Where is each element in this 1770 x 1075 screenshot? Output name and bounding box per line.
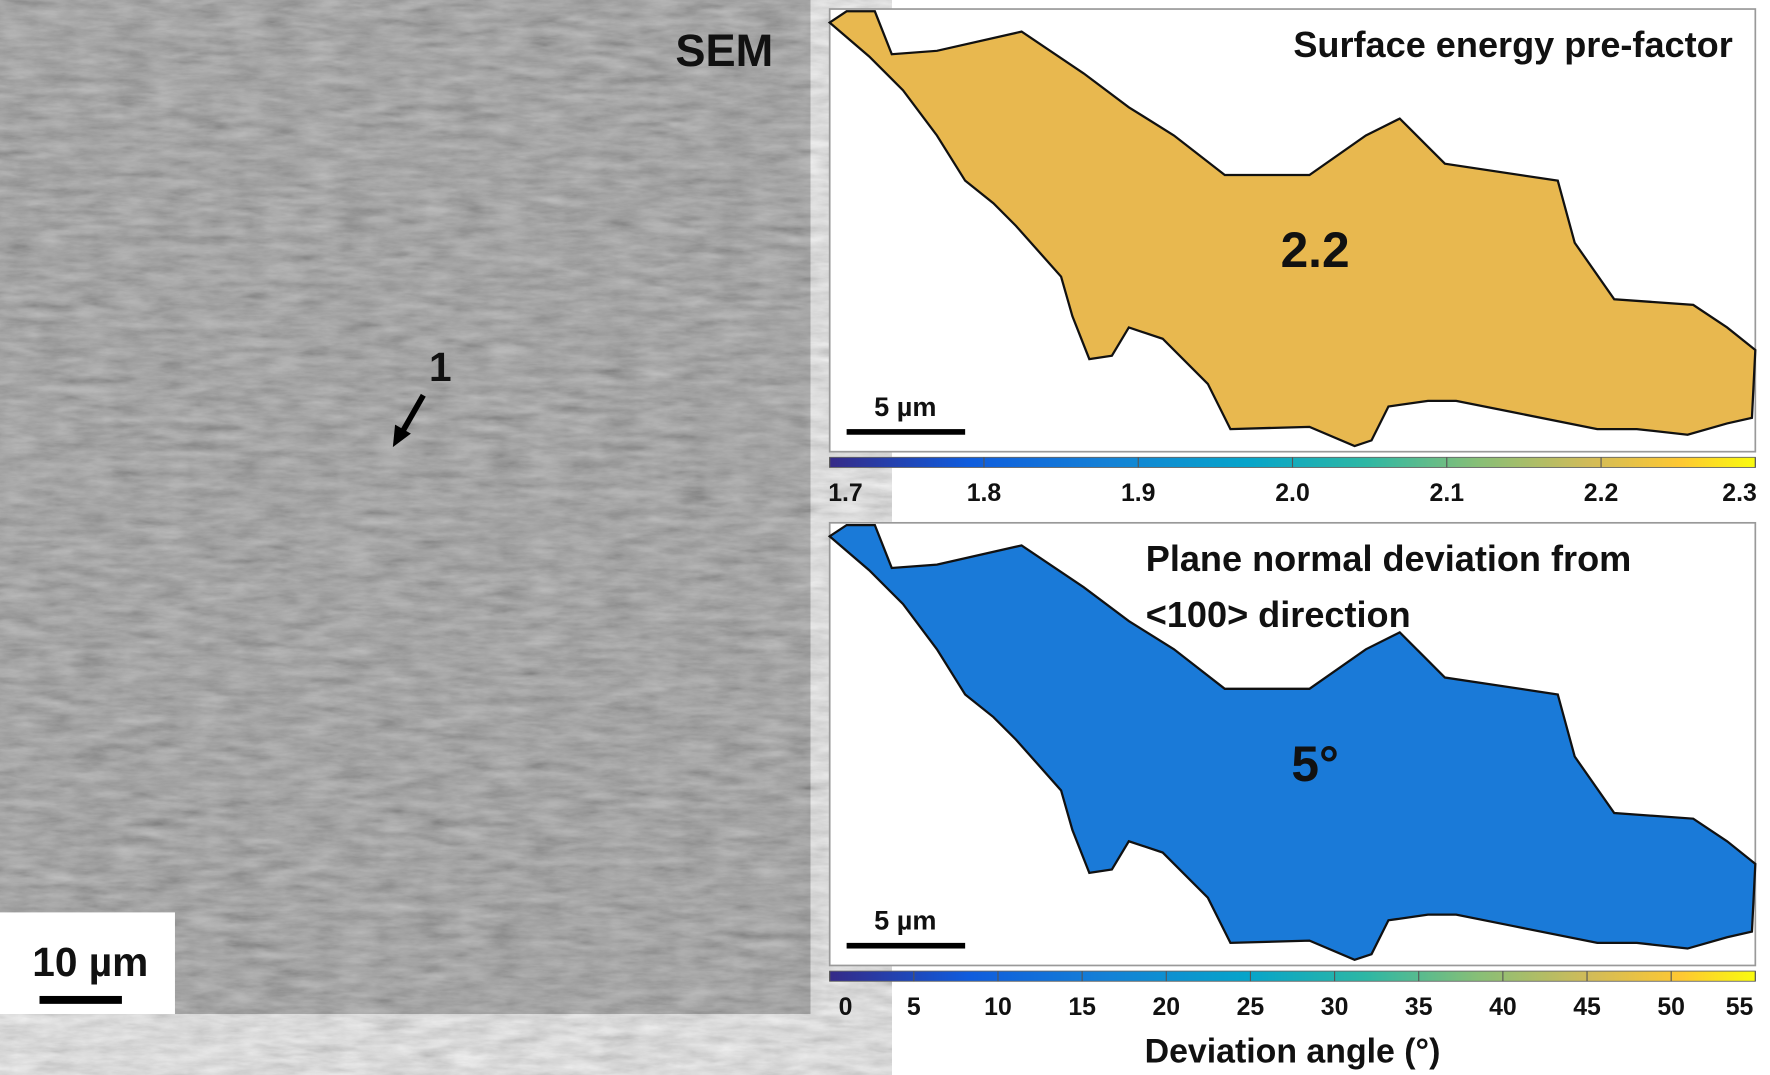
map-scale-bar (846, 429, 966, 435)
grain-region (827, 523, 1757, 962)
map-scale-label: 5 µm (874, 391, 936, 422)
colorbar-tick-label: 55 (1726, 994, 1754, 1021)
colorbar-tick-label: 2.3 (1722, 480, 1757, 507)
map-value: 5° (1291, 736, 1338, 792)
colorbar-tick-label: 2.1 (1430, 480, 1465, 507)
map-scale-label: 5 µm (874, 905, 936, 936)
map-title: Surface energy pre-factor (1293, 24, 1732, 65)
colorbar-tick-label: 20 (1152, 994, 1180, 1021)
colorbar-tick-label: 40 (1489, 994, 1517, 1021)
sem-scale-bar (39, 995, 122, 1004)
map-title: Plane normal deviation from (1146, 538, 1631, 579)
sem-marker: 1 (429, 344, 452, 390)
colorbar-tick-label: 15 (1068, 994, 1096, 1021)
sem-scale-label: 10 µm (32, 939, 148, 985)
map-title: <100> direction (1146, 594, 1411, 635)
colorbar-tick-label: 2.0 (1275, 480, 1310, 507)
colorbar-tick-label: 2.2 (1584, 480, 1619, 507)
sem-panel: 10 µm SEM 1 (0, 0, 811, 1015)
marker-arrowhead (392, 424, 411, 448)
colorbar-title: Deviation angle (°) (1145, 1032, 1441, 1070)
colorbar-tick-label: 10 (984, 994, 1012, 1021)
colorbar-tick-label: 35 (1405, 994, 1433, 1021)
marker-arrow (398, 393, 426, 437)
colorbar-tick-label: 1.7 (828, 480, 863, 507)
sem-texture (0, 0, 811, 1015)
map-value: 2.2 (1281, 222, 1350, 278)
colorbar-tick-label: 5 (907, 994, 921, 1021)
colorbar-tick-label: 50 (1657, 994, 1685, 1021)
colorbar-tick-label: 1.9 (1121, 480, 1156, 507)
grain-region (827, 10, 1757, 448)
colorbar-tick-label: 0 (839, 994, 853, 1021)
colorbar-tick-label: 1.8 (967, 480, 1002, 507)
map-scale-bar (846, 942, 966, 949)
colorbar-tick-label: 45 (1573, 994, 1601, 1021)
colorbar-tick-label: 30 (1321, 994, 1349, 1021)
colorbar (829, 970, 1756, 982)
sem-label: SEM (675, 25, 773, 76)
colorbar-tick-label: 25 (1237, 994, 1265, 1021)
